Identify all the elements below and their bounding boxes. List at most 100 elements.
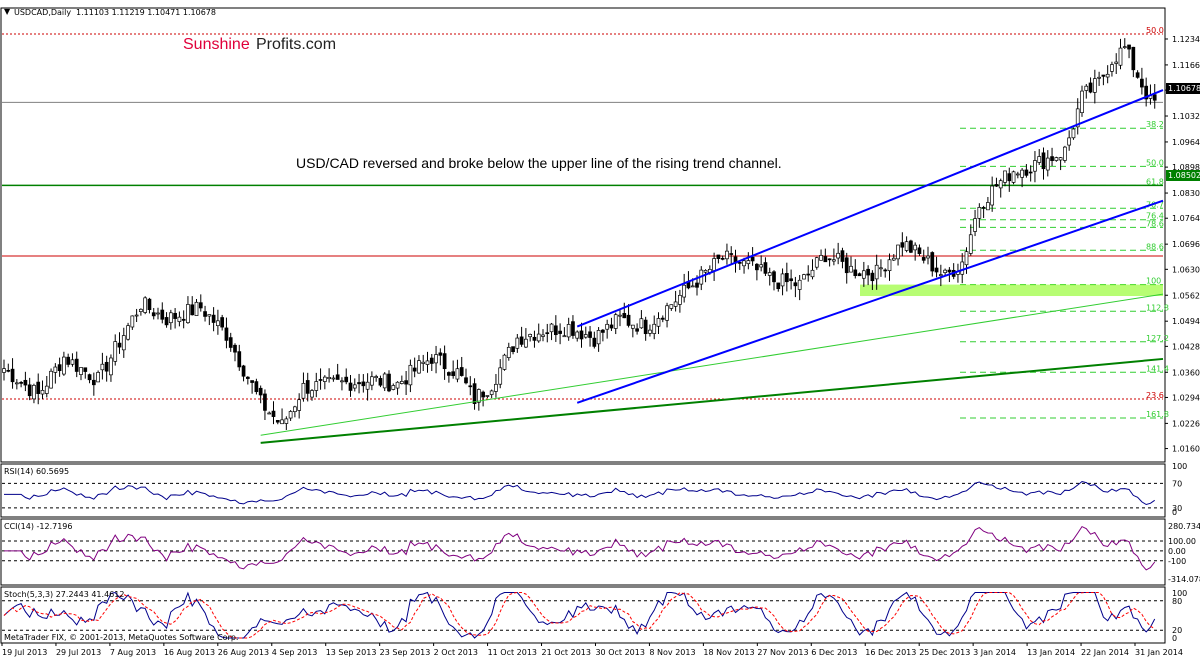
candle-body	[387, 373, 391, 392]
candle-body	[528, 334, 533, 338]
candle-body	[960, 261, 965, 275]
brand-logo-sunshine: Sunshine	[183, 36, 250, 53]
candle-body	[211, 314, 216, 323]
candle-body	[74, 358, 79, 372]
candle-body	[793, 282, 798, 287]
candle-body	[370, 376, 374, 386]
candle-body	[344, 376, 349, 383]
candle-body	[168, 312, 173, 324]
candle-body	[827, 258, 832, 261]
price-tick-label: 1.02260	[1172, 419, 1200, 428]
candle-body	[425, 360, 430, 365]
rsi-line	[4, 480, 1155, 506]
candle-body	[186, 304, 190, 324]
candle-body	[780, 273, 785, 287]
candle-body	[455, 368, 460, 380]
candle-body	[340, 380, 344, 383]
candle-body	[917, 247, 922, 254]
fib-level-label: 100	[1146, 277, 1161, 286]
candle-body	[1122, 46, 1127, 48]
candle-body	[104, 361, 109, 372]
candle-body	[601, 329, 605, 333]
date-tick-label: 13 Jan 2014	[1027, 648, 1075, 657]
candle-body	[1127, 44, 1131, 50]
candle-body	[1015, 173, 1020, 176]
cci-tick-label: 280.7345	[1168, 522, 1200, 531]
candle-body	[1114, 61, 1119, 64]
candle-body	[767, 272, 772, 276]
stoch-tick-label: 20	[1172, 626, 1182, 635]
candle-body	[652, 323, 657, 334]
candle-body	[1041, 152, 1046, 170]
candle-body	[44, 385, 49, 394]
candle-body	[40, 389, 45, 395]
candle-body	[66, 356, 71, 365]
candle-body	[14, 382, 19, 385]
chart-ohlc: 1.11103 1.11219 1.10471 1.10678	[76, 8, 216, 17]
cci-tick-label: 100.00	[1168, 537, 1196, 546]
candle-body	[194, 301, 199, 316]
candle-body	[1105, 73, 1110, 78]
support-price-tag: 1.08502	[1168, 171, 1200, 180]
candle-body	[981, 207, 986, 209]
candle-body	[742, 260, 746, 267]
candle-body	[968, 234, 973, 254]
cci-panel	[0, 518, 1166, 586]
price-tick-label: 1.08300	[1172, 189, 1200, 198]
candle-body	[464, 377, 468, 384]
candle-body	[472, 383, 477, 404]
candle-body	[498, 367, 503, 385]
candle-body	[301, 383, 306, 399]
candle-body	[1071, 128, 1076, 139]
candle-body	[245, 376, 250, 379]
price-tick-label: 1.10320	[1172, 112, 1200, 121]
candle-body	[639, 318, 644, 329]
candle-body	[254, 381, 259, 393]
indicators: 10070300280.7345100.000.00-100-314.07861…	[2, 462, 1200, 643]
candle-body	[494, 383, 498, 392]
price-tick-label: 1.11660	[1172, 61, 1200, 70]
candle-body	[887, 259, 892, 272]
candle-body	[190, 304, 195, 316]
date-tick-label: 27 Nov 2013	[757, 648, 808, 657]
candle-body	[284, 418, 289, 424]
stoch-tick-label: 100	[1172, 589, 1187, 598]
current-price-tag-bg	[1166, 83, 1200, 94]
candle-body	[404, 380, 408, 385]
candle-body	[900, 242, 905, 248]
fib-level-label: 141.4	[1146, 364, 1169, 373]
candle-body	[583, 334, 588, 338]
candle-body	[134, 314, 139, 317]
candle-body	[609, 324, 614, 329]
candle-body	[250, 380, 254, 383]
candle-body	[990, 185, 995, 206]
candle-body	[1011, 171, 1016, 183]
candle-body	[485, 395, 490, 397]
candle-body	[857, 273, 862, 277]
candle-body	[1084, 85, 1089, 91]
candle-body	[755, 263, 759, 271]
candle-body	[327, 377, 331, 380]
price-tick-label: 1.03600	[1172, 368, 1200, 377]
candlesticks	[2, 38, 1157, 430]
candle-body	[566, 324, 571, 338]
date-tick-label: 22 Jan 2014	[1081, 648, 1129, 657]
candle-body	[930, 252, 935, 272]
date-tick-label: 8 Nov 2013	[649, 648, 695, 657]
candle-body	[1118, 47, 1123, 66]
candle-body	[417, 360, 421, 374]
cci-line	[4, 525, 1156, 571]
candle-body	[23, 379, 28, 386]
candle-body	[511, 346, 515, 353]
candle-body	[1144, 85, 1149, 100]
candle-body	[151, 312, 156, 317]
candle-body	[79, 367, 83, 375]
fib-level-label: 50.0	[1146, 26, 1164, 35]
candle-body	[840, 250, 845, 262]
candle-body	[746, 260, 751, 265]
fib-level-label: 161.8	[1146, 410, 1169, 419]
chart-title: USDCAD,Daily	[14, 8, 71, 17]
candle-body	[459, 367, 464, 376]
candle-body	[228, 337, 233, 348]
candle-body	[237, 351, 242, 368]
